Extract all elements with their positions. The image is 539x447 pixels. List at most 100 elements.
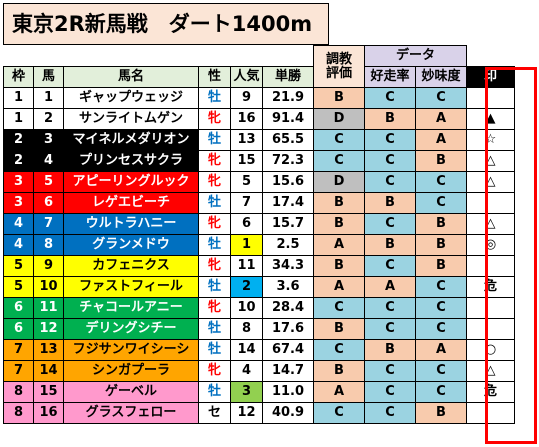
- horse-no-cell: 12: [33, 318, 64, 340]
- horse-name-cell: ギャップウェッジ: [63, 87, 199, 109]
- horse-name-cell: シンガプーラ: [63, 360, 199, 382]
- horse-name-cell: グラスフェロー: [63, 402, 199, 424]
- frame-cell: 7: [3, 339, 34, 361]
- mark-cell: 危: [466, 381, 515, 403]
- table-row: 4 8 グランメドウ牡 1 2.5 A B B ◎: [3, 234, 515, 256]
- sex-cell: セ: [198, 402, 231, 424]
- popularity-cell: 13: [230, 129, 263, 151]
- mark-cell: ○: [466, 339, 515, 361]
- taste-cell: C: [415, 171, 467, 193]
- taste-cell: C: [415, 192, 467, 214]
- frame-cell: 6: [3, 297, 34, 319]
- win-rate-cell: C: [364, 129, 416, 151]
- page-title: 東京2R新馬戦 ダート1400m: [3, 3, 329, 45]
- frame-cell: 2: [3, 129, 34, 151]
- popularity-cell: 1: [230, 234, 263, 256]
- odds-cell: 65.5: [262, 129, 314, 151]
- popularity-cell: 12: [230, 402, 263, 424]
- taste-cell: B: [415, 402, 467, 424]
- eval-cell: C: [313, 402, 365, 424]
- sex-cell: 牝: [198, 213, 231, 235]
- taste-cell: B: [415, 255, 467, 277]
- taste-cell: C: [415, 381, 467, 403]
- popularity-cell: 10: [230, 297, 263, 319]
- popularity-header: 人気: [230, 66, 263, 88]
- taste-cell: A: [415, 108, 467, 130]
- mark-cell: △: [466, 150, 515, 172]
- eval-header: 調教 評価: [313, 45, 365, 88]
- frame-cell: 7: [3, 360, 34, 382]
- table-row: 5 10 ファストフィール牡 2 3.6 A A C 危: [3, 276, 515, 298]
- eval-cell: A: [313, 381, 365, 403]
- sex-cell: 牝: [198, 108, 231, 130]
- odds-cell: 15.7: [262, 213, 314, 235]
- horse-no-cell: 8: [33, 234, 64, 256]
- taste-cell: B: [415, 150, 467, 172]
- win-rate-cell: C: [364, 171, 416, 193]
- frame-header: 枠: [3, 66, 34, 88]
- mark-cell: 危: [466, 276, 515, 298]
- eval-cell: C: [313, 129, 365, 151]
- eval-cell: C: [313, 150, 365, 172]
- win-rate-cell: C: [364, 297, 416, 319]
- frame-cell: 2: [3, 150, 34, 172]
- sex-cell: 牡: [198, 339, 231, 361]
- popularity-cell: 5: [230, 171, 263, 193]
- horse-name-cell: レゲエビーチ: [63, 192, 199, 214]
- sex-cell: 牡: [198, 192, 231, 214]
- odds-cell: 3.6: [262, 276, 314, 298]
- eval-cell: B: [313, 318, 365, 340]
- horse-name-cell: デリングシチー: [63, 318, 199, 340]
- horse-no-header: 馬: [33, 66, 64, 88]
- horse-name-cell: グランメドウ: [63, 234, 199, 256]
- eval-cell: A: [313, 276, 365, 298]
- taste-cell: C: [415, 360, 467, 382]
- eval-cell: C: [313, 339, 365, 361]
- odds-cell: 91.4: [262, 108, 314, 130]
- frame-cell: 5: [3, 276, 34, 298]
- popularity-cell: 11: [230, 255, 263, 277]
- sex-cell: 牝: [198, 360, 231, 382]
- horse-name-cell: カフェニクス: [63, 255, 199, 277]
- taste-header: 妙味度: [415, 66, 467, 88]
- horse-no-cell: 4: [33, 150, 64, 172]
- popularity-cell: 14: [230, 339, 263, 361]
- horse-name-cell: チャコールアニー: [63, 297, 199, 319]
- table-row: 2 3 マイネルメダリオン牡 13 65.5 C C A ☆: [3, 129, 515, 151]
- eval-cell: B: [313, 360, 365, 382]
- win-rate-cell: B: [364, 192, 416, 214]
- odds-cell: 17.4: [262, 192, 314, 214]
- taste-cell: C: [415, 87, 467, 109]
- win-rate-cell: C: [364, 360, 416, 382]
- odds-cell: 21.9: [262, 87, 314, 109]
- popularity-cell: 6: [230, 213, 263, 235]
- popularity-cell: 7: [230, 192, 263, 214]
- table-row: 3 6 レゲエビーチ牡 7 17.4 B B C: [3, 192, 515, 214]
- taste-cell: C: [415, 318, 467, 340]
- win-rate-cell: C: [364, 150, 416, 172]
- odds-cell: 40.9: [262, 402, 314, 424]
- table-row: 8 15 ゲーベル牡 3 11.0 A C C 危: [3, 381, 515, 403]
- mark-cell: [466, 318, 515, 340]
- win-rate-cell: C: [364, 213, 416, 235]
- horse-no-cell: 7: [33, 213, 64, 235]
- sex-cell: 牡: [198, 234, 231, 256]
- sex-cell: 牝: [198, 150, 231, 172]
- win-rate-cell: B: [364, 108, 416, 130]
- mark-header: 印: [466, 66, 515, 88]
- sex-cell: 牡: [198, 318, 231, 340]
- mark-cell: △: [466, 213, 515, 235]
- table-row: 3 5 アピーリングルック牝 5 15.6 D C C △: [3, 171, 515, 193]
- horse-name-cell: ファストフィール: [63, 276, 199, 298]
- horse-no-cell: 15: [33, 381, 64, 403]
- taste-cell: B: [415, 234, 467, 256]
- taste-cell: A: [415, 339, 467, 361]
- frame-cell: 4: [3, 234, 34, 256]
- horse-no-cell: 13: [33, 339, 64, 361]
- horse-no-cell: 11: [33, 297, 64, 319]
- popularity-cell: 2: [230, 276, 263, 298]
- sex-cell: 牡: [198, 276, 231, 298]
- popularity-cell: 3: [230, 381, 263, 403]
- data-header: データ: [364, 45, 467, 67]
- mark-cell: △: [466, 171, 515, 193]
